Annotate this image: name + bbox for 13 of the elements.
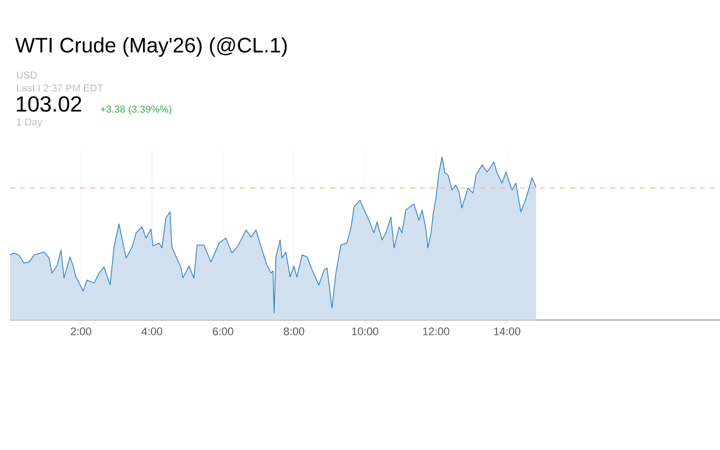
x-tick-label: 4:00	[142, 328, 162, 336]
x-tick-label: 8:00	[284, 328, 304, 336]
text: USD	[16, 71, 37, 79]
text: +3.38 (3.39%%)	[100, 105, 172, 115]
x-tick-label: 12:00	[423, 328, 450, 336]
x-tick-label: 2:00	[70, 328, 92, 336]
x-tick-label: 10:00	[352, 328, 378, 336]
text: 1 Day	[16, 118, 42, 128]
text: 103.02	[16, 96, 82, 112]
x-tick-label: 14:00	[494, 328, 520, 336]
text: Last I 2:37 PM EDT	[17, 84, 103, 92]
x-tick-label: 6:00	[212, 328, 234, 336]
chart-title: WTI Crude (May'26) (@CL.1)	[15, 37, 287, 57]
